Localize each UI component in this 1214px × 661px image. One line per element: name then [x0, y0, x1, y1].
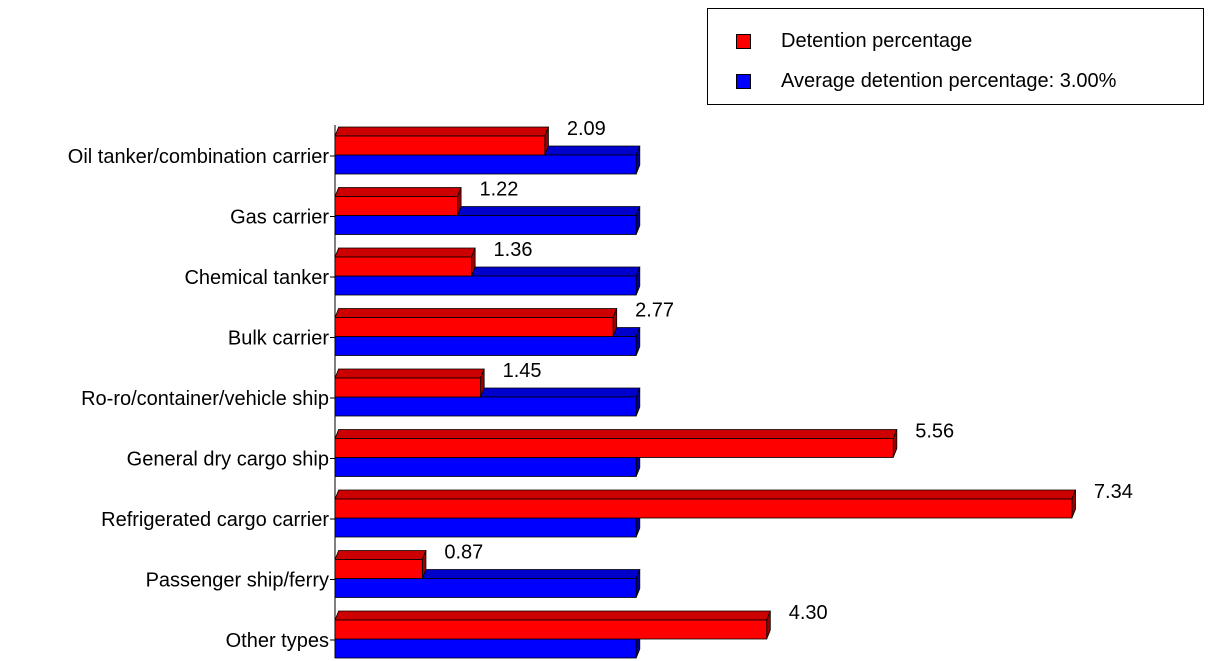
detention-bar-4-front — [334, 377, 481, 398]
detention-bar-0 — [334, 126, 550, 156]
detention-bar-0-front — [334, 135, 546, 156]
average-bar-3-front — [334, 336, 637, 356]
detention-bar-8-front — [334, 619, 768, 640]
detention-bar-2-front — [334, 256, 472, 277]
value-label-0: 2.09 — [567, 118, 606, 140]
detention-bar-3 — [334, 308, 618, 337]
category-label-5: General dry cargo ship — [127, 449, 329, 471]
detention-bar-2-top — [334, 247, 476, 258]
category-label-1: Gas carrier — [230, 207, 329, 229]
detention-bar-6 — [334, 489, 1077, 519]
category-label-2: Chemical tanker — [184, 267, 329, 289]
average-bar-8-front — [334, 638, 637, 659]
detention-bar-1-front — [334, 196, 458, 216]
detention-bar-3-top — [334, 308, 618, 318]
category-label-3: Bulk carrier — [228, 328, 329, 350]
average-bar-1-front — [334, 215, 637, 235]
average-bar-5-front — [334, 457, 637, 477]
legend-label-detention: Detention percentage — [781, 29, 973, 52]
average-bar-7-front — [334, 578, 637, 598]
detention-bar-1 — [334, 187, 462, 216]
legend-swatch-average — [736, 73, 751, 89]
value-label-5: 5.56 — [915, 421, 954, 443]
detention-bar-4 — [334, 368, 485, 398]
detention-bar-5-top — [334, 429, 898, 439]
chart-legend: Detention percentage Average detention p… — [707, 8, 1204, 105]
value-label-8: 4.30 — [789, 602, 828, 624]
detention-bar-7-front — [334, 559, 423, 579]
detention-bar-6-front — [334, 498, 1073, 519]
value-label-4: 1.45 — [503, 360, 542, 382]
value-label-1: 1.22 — [479, 179, 518, 201]
detention-bar-4-top — [334, 368, 485, 379]
legend-label-average: Average detention percentage: 3.00% — [781, 69, 1117, 92]
detention-bar-5 — [334, 429, 898, 458]
detention-bar-5-front — [334, 438, 894, 458]
value-label-6: 7.34 — [1094, 481, 1133, 503]
average-bar-2-front — [334, 275, 637, 296]
value-label-2: 1.36 — [494, 239, 533, 261]
average-bar-6-front — [334, 517, 637, 538]
detention-bar-1-top — [334, 187, 462, 197]
legend-item-detention: Detention percentage — [736, 29, 972, 53]
legend-swatch-detention — [736, 33, 751, 49]
labels-layer: 2.09 Oil tanker/combination carrier 1.22 Ga… — [68, 118, 1133, 652]
category-label-8: Other types — [226, 630, 329, 652]
average-bar-0-front — [334, 154, 637, 175]
axis-layer — [330, 125, 336, 658]
detention-bar-8-top — [334, 610, 771, 621]
category-label-4: Ro-ro/container/vehicle ship — [81, 388, 329, 410]
value-label-7: 0.87 — [444, 542, 483, 564]
category-label-7: Passenger ship/ferry — [146, 570, 329, 592]
detention-bar-6-top — [334, 489, 1077, 500]
average-bar-7 — [334, 569, 641, 598]
category-label-0: Oil tanker/combination carrier — [68, 146, 330, 168]
detention-bar-2 — [334, 247, 476, 277]
bars-layer — [334, 126, 1077, 659]
average-bar-4-front — [334, 396, 637, 417]
detention-bar-7 — [334, 550, 427, 579]
value-label-3: 2.77 — [635, 300, 674, 322]
category-label-6: Refrigerated cargo carrier — [101, 509, 329, 531]
detention-bar-0-top — [334, 126, 550, 137]
detention-bar-8 — [334, 610, 771, 640]
detention-bar-7-top — [334, 550, 427, 560]
legend-item-average: Average detention percentage: 3.00% — [736, 69, 1116, 93]
detention-bar-3-front — [334, 317, 614, 337]
